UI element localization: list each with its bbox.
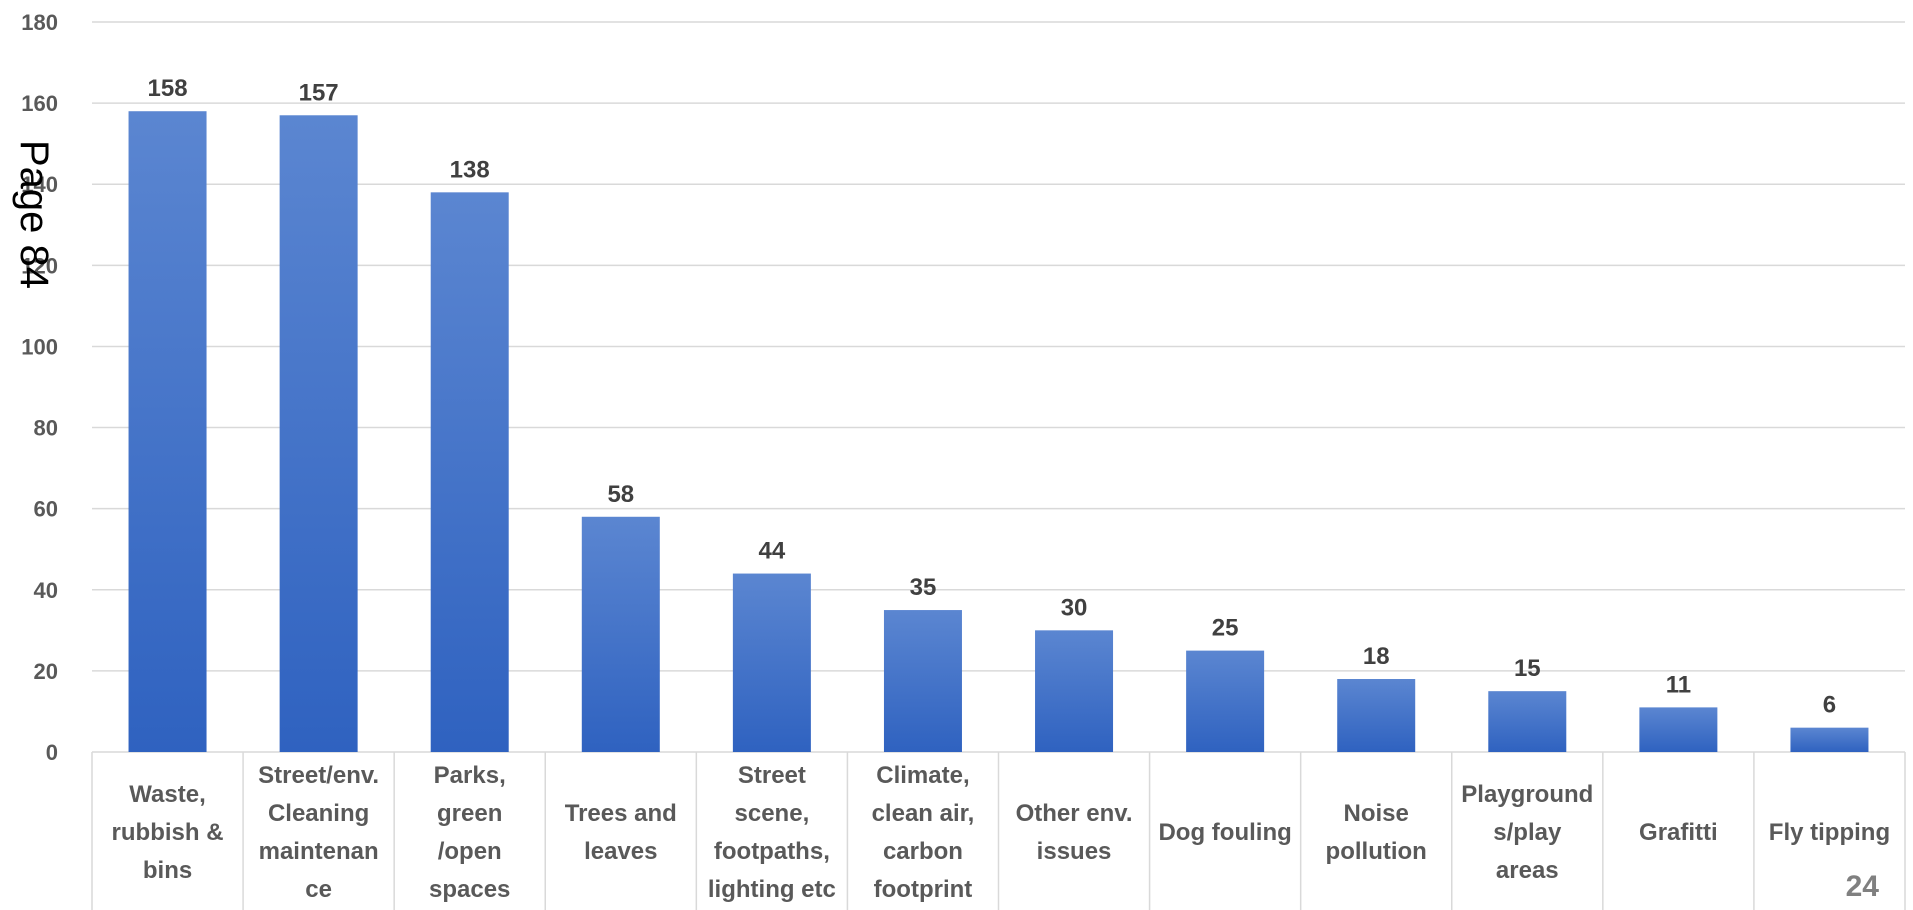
data-label: 30 — [1061, 594, 1088, 621]
category-label: Street scene, footpaths, lighting etc — [708, 762, 836, 903]
data-label: 6 — [1823, 692, 1836, 719]
category-label: Street/env. Cleaning maintenan ce — [258, 762, 379, 903]
data-label: 58 — [607, 481, 634, 508]
category-label: Climate, clean air, carbon footprint — [872, 762, 975, 903]
category-label: Trees and leaves — [565, 800, 677, 865]
bar — [1337, 679, 1415, 752]
category-table: Waste, rubbish & bins Street/env. Cleaning ma… — [92, 752, 1905, 910]
data-label: 15 — [1514, 655, 1541, 682]
y-tick-label: 40 — [34, 578, 58, 603]
y-tick-label: 100 — [21, 334, 58, 359]
gridlines — [92, 22, 1905, 752]
category-label: Fly tipping — [1769, 819, 1890, 846]
y-tick-label: 0 — [46, 740, 58, 765]
category-label: Other env. issues — [1016, 800, 1133, 865]
bar — [280, 115, 358, 752]
data-label: 138 — [450, 156, 490, 183]
data-label: 44 — [759, 538, 786, 565]
data-label: 25 — [1212, 615, 1239, 642]
page-label: Page 84 — [11, 140, 56, 289]
data-labels: 158 157 138 58 44 35 30 25 18 15 11 6 — [148, 75, 1837, 718]
category-label: Dog fouling — [1158, 819, 1291, 846]
bar — [884, 610, 962, 752]
bar — [431, 192, 509, 752]
bars — [129, 111, 1869, 752]
category-label: Waste, rubbish & bins — [112, 781, 224, 884]
bar — [1186, 651, 1264, 752]
y-tick-label: 160 — [21, 91, 58, 116]
category-label: Grafitti — [1639, 819, 1718, 846]
y-tick-label: 180 — [21, 10, 58, 35]
bar — [1488, 691, 1566, 752]
category-label: Playground s/play areas — [1461, 781, 1593, 884]
bar — [129, 111, 207, 752]
data-label: 35 — [910, 574, 937, 601]
bar — [733, 574, 811, 752]
bar — [1790, 728, 1868, 752]
category-label: Parks, green/open spaces — [429, 762, 510, 903]
y-tick-label: 20 — [34, 659, 58, 684]
bar — [1639, 707, 1717, 752]
y-tick-label: 80 — [34, 416, 58, 441]
bar — [1035, 630, 1113, 752]
data-label: 18 — [1363, 643, 1390, 670]
page-number: 24 — [1846, 870, 1879, 904]
category-label: Noise pollution — [1326, 800, 1427, 865]
y-tick-label: 60 — [34, 497, 58, 522]
data-label: 157 — [299, 79, 339, 106]
bar — [582, 517, 660, 752]
data-label: 158 — [148, 75, 188, 102]
data-label: 11 — [1666, 671, 1691, 698]
